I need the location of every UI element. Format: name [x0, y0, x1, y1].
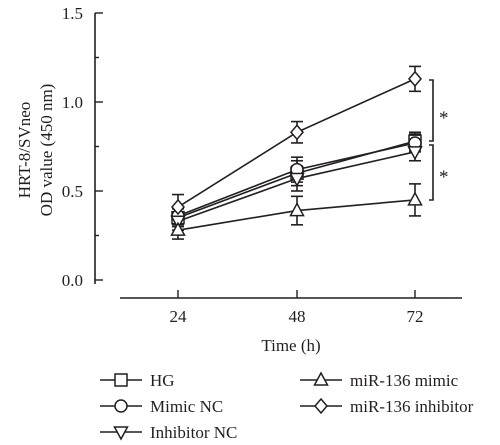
legend: HG Mimic NC Inhibitor NC miR-136 mimic miR-1… — [100, 371, 474, 442]
x-tick-label: 48 — [289, 307, 306, 326]
data-point-triangle-down — [407, 146, 423, 161]
significance-star: * — [439, 167, 449, 188]
data-point-triangle-up — [170, 221, 186, 236]
legend-label: HG — [150, 371, 175, 390]
legend-marker-triangle-down — [113, 426, 129, 441]
legend-label: Mimic NC — [150, 397, 223, 416]
legend-marker-circle — [114, 399, 128, 413]
significance-star: * — [439, 108, 449, 129]
legend-label: miR-136 mimic — [350, 371, 459, 390]
y-axis-title: HRT-8/SVneo OD value (450 nm) — [15, 84, 56, 217]
legend-label: miR-136 inhibitor — [350, 397, 474, 416]
x-tick-label: 24 — [170, 307, 188, 326]
data-point-triangle-up — [407, 191, 423, 206]
legend-marker-triangle-up — [313, 371, 329, 386]
significance-annotations: * * — [429, 79, 449, 201]
significance-bracket — [429, 79, 434, 142]
legend-label: Inhibitor NC — [150, 423, 237, 442]
x-axis-title: Time (h) — [261, 336, 320, 355]
data-point-triangle-down — [289, 172, 305, 188]
data-point-diamond — [290, 124, 304, 141]
y-axis-title-line-2: OD value (450 nm) — [37, 84, 56, 217]
y-axis-title-line-1: HRT-8/SVneo — [15, 102, 34, 199]
y-tick-label: 0.5 — [62, 182, 83, 201]
data-point-diamond — [408, 70, 422, 88]
data-point-diamond — [171, 198, 185, 216]
legend-marker-diamond — [314, 397, 328, 415]
y-tick-label: 0.0 — [62, 271, 83, 290]
significance-bracket — [429, 144, 434, 201]
x-tick-label: 72 — [407, 307, 424, 326]
y-tick-label: 1.0 — [62, 93, 83, 112]
y-tick-label: 1.5 — [62, 4, 83, 23]
data-point-triangle-up — [289, 202, 305, 217]
legend-marker-square — [114, 373, 128, 387]
plot-area — [170, 65, 423, 240]
